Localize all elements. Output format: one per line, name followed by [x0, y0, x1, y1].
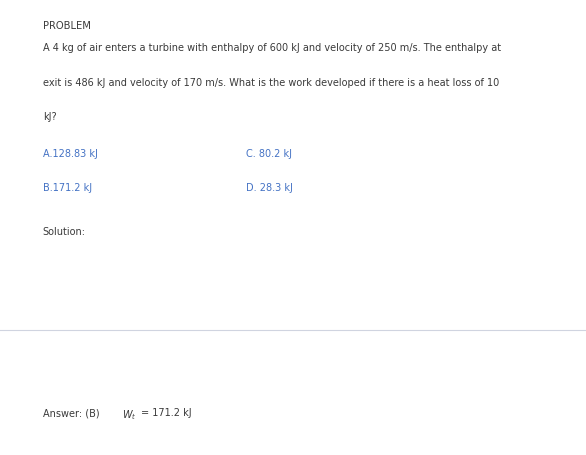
Text: B.171.2 kJ: B.171.2 kJ	[43, 183, 92, 193]
Text: C. 80.2 kJ: C. 80.2 kJ	[246, 149, 292, 159]
Text: kJ?: kJ?	[43, 111, 56, 121]
Text: exit is 486 kJ and velocity of 170 m/s. What is the work developed if there is a: exit is 486 kJ and velocity of 170 m/s. …	[43, 77, 499, 87]
Text: $W_t$: $W_t$	[122, 407, 137, 421]
Text: Solution:: Solution:	[43, 226, 86, 236]
Text: A 4 kg of air enters a turbine with enthalpy of 600 kJ and velocity of 250 m/s. : A 4 kg of air enters a turbine with enth…	[43, 43, 501, 53]
Text: A.128.83 kJ: A.128.83 kJ	[43, 149, 98, 159]
Text: PROBLEM: PROBLEM	[43, 20, 91, 30]
Text: D. 28.3 kJ: D. 28.3 kJ	[246, 183, 293, 193]
Text: Answer: (B): Answer: (B)	[43, 407, 109, 417]
Text: = 171.2 kJ: = 171.2 kJ	[141, 407, 192, 417]
